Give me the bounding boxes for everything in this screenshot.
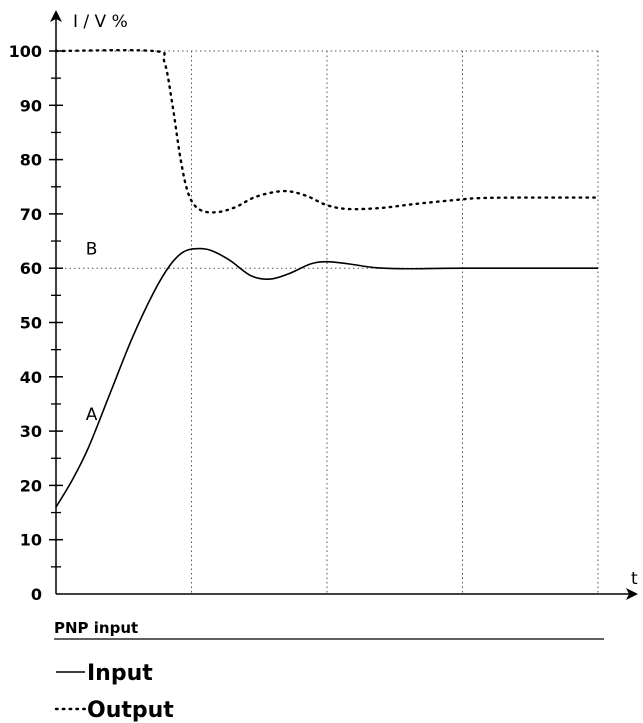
y-tick-label: 10 (20, 531, 42, 550)
y-tick-label: 100 (9, 42, 42, 61)
y-tick-label: 80 (20, 151, 42, 170)
legend-output-label: Output (87, 698, 174, 723)
series-line-input (55, 247, 599, 508)
grid-layer (56, 50, 599, 594)
y-tick-label: 70 (20, 205, 42, 224)
y-tick-label: 90 (20, 96, 42, 115)
y-tick-label: 60 (20, 259, 42, 278)
series-line-output (54, 49, 600, 214)
annotation-label-a: A (86, 405, 98, 425)
legend-input-label: Input (87, 661, 153, 686)
y-axis-title: I / V % (73, 12, 128, 32)
legend: Input Output (54, 661, 174, 723)
annotation-layer: AB (86, 240, 98, 426)
y-tick-label: 0 (31, 585, 42, 604)
axis-layer: 0 10 20 30 40 50 60 70 80 90 100 (9, 10, 638, 604)
annotation-label-b: B (86, 240, 98, 260)
series-layer (54, 49, 600, 508)
chart-caption: PNP input (54, 619, 138, 637)
y-tick-label: 50 (20, 314, 42, 333)
y-tick-label: 40 (20, 368, 42, 387)
y-tick-label: 20 (20, 476, 42, 495)
x-axis-title: t (631, 569, 638, 589)
y-tick-label: 30 (20, 422, 42, 441)
